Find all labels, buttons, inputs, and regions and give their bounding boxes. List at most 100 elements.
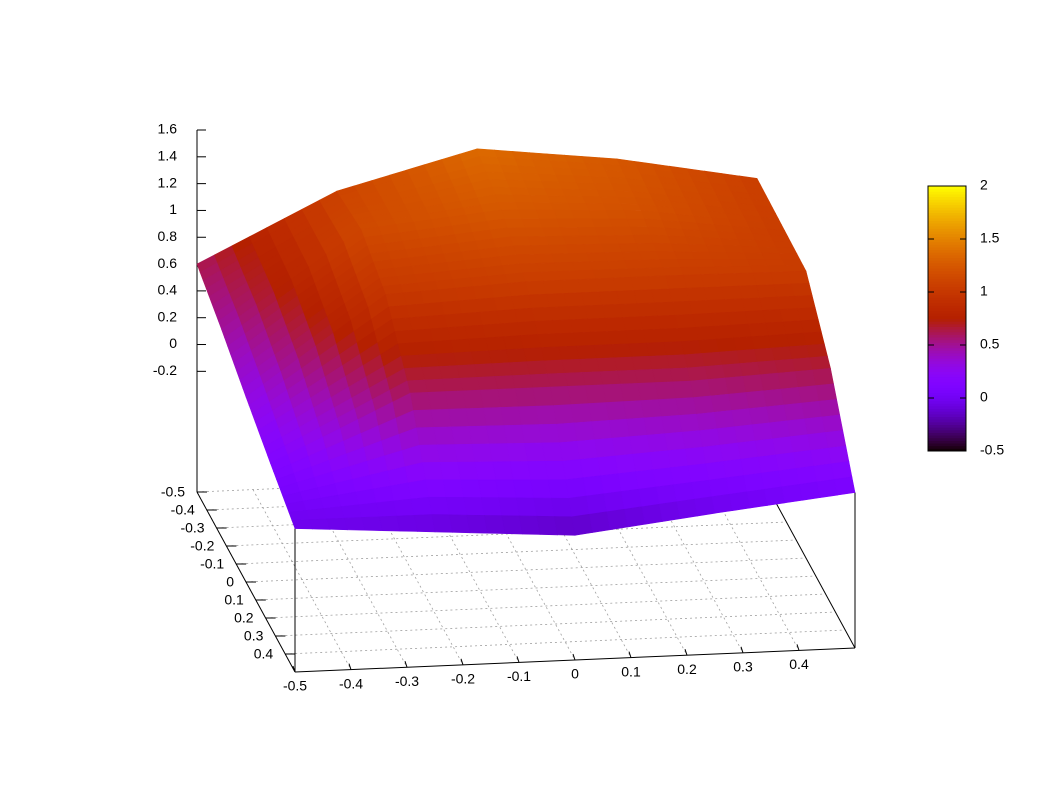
x-tick-label: 0.4 [789, 656, 809, 672]
surface-cell [221, 228, 387, 398]
colorbar-step [928, 188, 966, 192]
colorbar-step [928, 225, 966, 229]
colorbar-step [928, 268, 966, 272]
surface-cell [476, 148, 642, 211]
colorbar-step [928, 313, 966, 317]
y-tick-label: 0.3 [244, 628, 264, 644]
axis-line [196, 491, 296, 673]
colorbar-step [928, 215, 966, 219]
colorbar-step [928, 217, 966, 221]
colorbar-step [928, 191, 966, 195]
z-tick-label: 1.4 [158, 148, 178, 164]
colorbar-step [928, 233, 966, 237]
colorbar-step [928, 284, 966, 288]
y-tick-label: -0.2 [190, 538, 214, 554]
colorbar-tick-label: 0.5 [980, 336, 1000, 352]
colorbar-step [928, 405, 966, 410]
colorbar-step [928, 440, 966, 444]
colorbar-step [928, 398, 966, 402]
x-tick-label: 0.2 [677, 661, 697, 677]
z-tick-label: 0.4 [158, 282, 178, 298]
surface-cell [665, 270, 831, 382]
colorbar-step [928, 273, 966, 277]
colorbar-step [928, 231, 966, 235]
x-tick-label: -0.2 [451, 671, 475, 687]
grid-line [644, 472, 744, 653]
colorbar-step [928, 352, 966, 357]
colorbar-step [928, 265, 966, 269]
grid-line [275, 611, 836, 637]
colorbar-step [928, 262, 966, 266]
colorbar-step [928, 437, 966, 441]
colorbar-step [928, 286, 966, 290]
colorbar-step [928, 196, 966, 200]
colorbar-step [928, 204, 966, 208]
colorbar-step [928, 419, 966, 423]
grid-line [532, 477, 632, 658]
z-tick-label: 1 [169, 201, 177, 217]
colorbar-step [928, 315, 966, 319]
grid-line [252, 489, 352, 670]
x-tick [740, 646, 744, 653]
colorbar-step [928, 326, 966, 330]
y-tick-label: 0.1 [224, 592, 244, 608]
y-tick-label: 0 [226, 574, 234, 590]
colorbar-step [928, 350, 966, 354]
y-tick-label: 0.2 [234, 610, 254, 626]
colorbar-step [928, 411, 966, 415]
surface-cell [385, 281, 551, 394]
x-tick [404, 661, 408, 668]
colorbar-step [928, 294, 966, 298]
colorbar-step [928, 390, 966, 394]
z-tick-label: 0.6 [158, 255, 178, 271]
y-tick-label: -0.1 [200, 556, 224, 572]
surface-cell [550, 380, 716, 536]
colorbar-tick-label: 1.5 [980, 230, 1000, 246]
colorbar-tick-label: 0 [980, 389, 988, 405]
colorbar-step [928, 416, 966, 420]
colorbar-step [928, 342, 966, 346]
z-tick-label: -0.2 [153, 362, 177, 378]
colorbar-step [928, 321, 966, 325]
colorbar-step [928, 318, 966, 322]
colorbar-step [928, 292, 966, 296]
colorbar-step [928, 408, 966, 412]
colorbar-step [928, 435, 966, 439]
colorbar-step [928, 207, 966, 211]
y-tick-label: -0.4 [171, 502, 195, 518]
x-tick-label: -0.4 [339, 675, 363, 691]
colorbar-step [928, 445, 966, 449]
surface-cell [616, 158, 783, 226]
colorbar-step [928, 355, 966, 359]
grid-line [588, 475, 688, 656]
colorbar-step [928, 413, 966, 418]
surface-cell [196, 190, 362, 330]
y-tick-label: 0.4 [254, 646, 274, 662]
colorbar-step [928, 379, 966, 383]
colorbar-step [928, 345, 966, 349]
z-tick-label: 0.8 [158, 228, 178, 244]
colorbar-step [928, 307, 966, 312]
colorbar-step [928, 374, 966, 378]
z-tick-label: 0.2 [158, 308, 178, 324]
colorbar-step [928, 220, 966, 224]
grid-line [420, 482, 520, 663]
colorbar-step [928, 329, 966, 333]
colorbar-step [928, 368, 966, 372]
colorbar-step [928, 249, 966, 253]
colorbar-step [928, 254, 966, 259]
colorbar-tick-label: 2 [980, 177, 988, 193]
surface-cell [270, 392, 436, 533]
x-tick [516, 656, 520, 663]
colorbar-step [928, 448, 966, 452]
x-tick [684, 649, 688, 656]
colorbar-step [928, 236, 966, 240]
z-tick-label: 1.6 [158, 121, 178, 137]
colorbar-step [928, 228, 966, 232]
surface-cell [501, 209, 667, 283]
colorbar-step [928, 276, 966, 280]
z-tick-label: 1.2 [158, 174, 178, 190]
x-tick [796, 644, 800, 651]
